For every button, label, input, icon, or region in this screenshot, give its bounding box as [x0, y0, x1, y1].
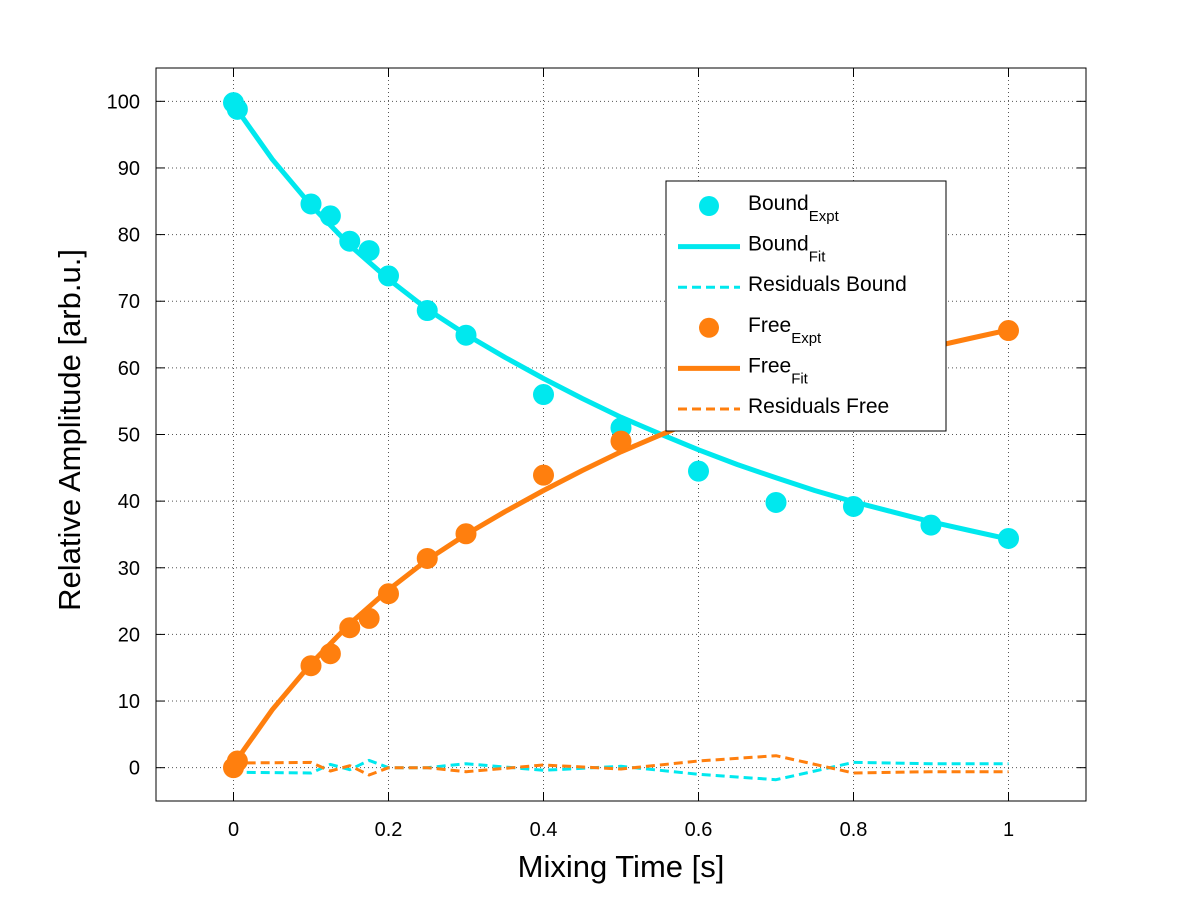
data-point [339, 617, 361, 639]
data-point [688, 460, 709, 482]
x-tick-label: 0.6 [685, 819, 713, 841]
series-line [232, 758, 1009, 782]
legend-marker [699, 317, 719, 338]
data-point [300, 655, 322, 677]
legend-entry-bound-fit: BoundFit [678, 233, 826, 266]
data-point [358, 607, 380, 629]
y-tick-label: 100 [107, 91, 140, 113]
data-point [455, 324, 477, 346]
x-axis-label: Mixing Time [s] [518, 849, 725, 884]
data-point [610, 430, 632, 452]
data-point [416, 547, 438, 569]
data-point [226, 98, 248, 120]
x-tick-label: 0.8 [840, 819, 868, 841]
legend-marker [699, 196, 719, 216]
data-point [339, 230, 361, 252]
y-axis-label: Relative Amplitude [arb.u.] [52, 249, 87, 611]
legend-label-subscript: Expt [791, 330, 822, 347]
data-point [765, 491, 787, 513]
y-tick-label: 20 [118, 624, 140, 646]
data-point [358, 240, 380, 262]
y-tick-labels: 0 10 20 30 40 50 60 70 80 90 100 [107, 91, 140, 779]
data-point [378, 265, 399, 287]
legend-label-main: Residuals Free [748, 395, 889, 418]
legend-label: BoundFit [748, 233, 826, 266]
legend-label-subscript: Fit [791, 370, 808, 387]
data-point [843, 495, 864, 517]
y-tick-label: 60 [118, 358, 140, 380]
y-tick-label: 50 [118, 425, 140, 447]
legend-label: FreeExpt [748, 314, 822, 347]
series-residuals-free [232, 754, 1009, 777]
legend-label: Residuals Free [748, 395, 889, 418]
legend-label: Residuals Bound [748, 273, 907, 296]
legend-label: FreeFit [748, 354, 809, 387]
data-point [226, 750, 248, 772]
axis-ticks [156, 68, 1086, 801]
y-tick-label: 10 [118, 691, 140, 713]
legend-entry-free-expt: FreeExpt [699, 314, 822, 347]
legend-label-main: Residuals Bound [748, 273, 907, 296]
data-point [300, 193, 322, 215]
data-point [319, 205, 341, 227]
y-tick-label: 90 [118, 158, 140, 180]
y-tick-label: 70 [118, 291, 140, 313]
data-point [998, 320, 1019, 342]
data-point [998, 527, 1019, 549]
data-point [416, 300, 438, 322]
x-tick-label: 1 [1003, 819, 1014, 841]
series-residuals-bound [232, 758, 1009, 782]
legend-label-main: Free [748, 354, 791, 377]
legend-label: BoundExpt [748, 192, 840, 225]
data-point [319, 643, 341, 665]
y-tick-label: 40 [118, 491, 140, 513]
y-tick-label: 80 [118, 225, 140, 247]
x-tick-label: 0.4 [530, 819, 558, 841]
legend-entry-bound-expt: BoundExpt [699, 192, 840, 225]
legend-entry-residuals-free: Residuals Free [678, 395, 889, 418]
legend-box [665, 180, 947, 432]
legend-label-subscript: Fit [809, 249, 826, 266]
legend-label-subscript: Expt [809, 208, 840, 225]
x-tick-labels: 0 0.2 0.4 0.6 0.8 1 [228, 819, 1014, 841]
y-tick-label: 30 [118, 558, 140, 580]
x-tick-label: 0 [228, 819, 239, 841]
data-point [533, 384, 554, 406]
legend-entry-residuals-bound: Residuals Bound [678, 273, 907, 296]
series-line [232, 754, 1009, 777]
data-point [455, 523, 477, 545]
data-point [920, 514, 942, 536]
legend-label-main: Bound [748, 233, 809, 256]
y-tick-label: 0 [129, 758, 140, 780]
legend-label-main: Bound [748, 192, 809, 215]
x-tick-label: 0.2 [375, 819, 403, 841]
data-point [378, 583, 399, 605]
data-point [533, 464, 554, 486]
series-bound-expt [223, 92, 1019, 549]
legend-label-main: Free [748, 314, 791, 337]
legend-entry-free-fit: FreeFit [678, 354, 809, 387]
